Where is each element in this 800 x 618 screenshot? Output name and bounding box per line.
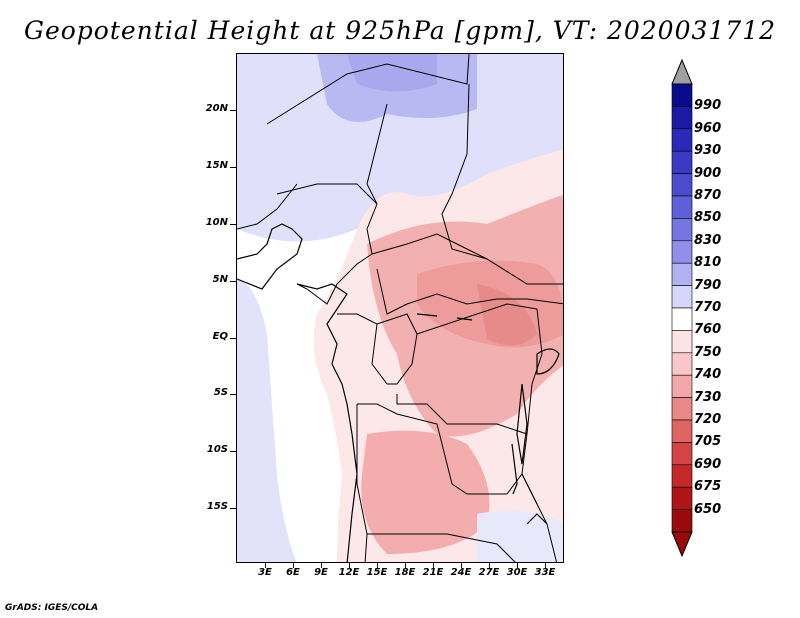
colorbar-swatch bbox=[671, 397, 693, 421]
field-southeast-low bbox=[477, 510, 563, 562]
map-panel bbox=[236, 53, 564, 563]
lat-tick bbox=[230, 281, 236, 282]
colorbar-level-label: 960 bbox=[694, 120, 722, 136]
colorbar-swatch bbox=[671, 195, 693, 219]
lon-label-24e: 24E bbox=[450, 567, 472, 578]
footer-credit: GrADS: IGES/COLA bbox=[5, 603, 99, 613]
lat-tick bbox=[230, 167, 236, 168]
colorbar bbox=[671, 58, 693, 558]
chart-title: Geopotential Height at 925hPa [gpm], VT:… bbox=[23, 16, 777, 45]
colorbar-bottom-arrow bbox=[671, 531, 693, 558]
country-borders bbox=[237, 54, 563, 562]
lon-label-9e: 9E bbox=[314, 567, 328, 578]
colorbar-swatch bbox=[671, 352, 693, 376]
colorbar-level-label: 720 bbox=[694, 412, 722, 427]
lat-tick bbox=[230, 394, 236, 395]
colorbar-swatch bbox=[671, 240, 693, 264]
colorbar-level-label: 740 bbox=[694, 367, 722, 383]
colorbar-swatch bbox=[671, 307, 693, 331]
colorbar-level-label: 850 bbox=[694, 210, 722, 226]
colorbar-swatch bbox=[671, 83, 693, 107]
lon-tick bbox=[377, 563, 378, 568]
lat-label-10n: 10N bbox=[205, 217, 228, 228]
lat-label-eq: EQ bbox=[212, 331, 228, 342]
lon-label-12e: 12E bbox=[338, 567, 360, 578]
colorbar-swatch bbox=[671, 173, 693, 197]
lon-label-3e: 3E bbox=[258, 567, 272, 578]
colorbar-level-label: 705 bbox=[694, 434, 722, 450]
lat-label-5n: 5N bbox=[212, 274, 228, 285]
colorbar-swatch bbox=[671, 106, 693, 130]
colorbar-swatch bbox=[671, 509, 693, 533]
colorbar-level-label: 730 bbox=[694, 389, 722, 405]
colorbar-swatch bbox=[671, 150, 693, 174]
lon-tick bbox=[321, 563, 322, 568]
colorbar-swatch bbox=[671, 419, 693, 443]
lon-label-18e: 18E bbox=[394, 567, 416, 578]
colorbar-swatch bbox=[671, 330, 693, 354]
colorbar-top-arrow bbox=[671, 58, 693, 85]
colorbar-level-label: 900 bbox=[694, 165, 722, 181]
lat-tick bbox=[230, 224, 236, 225]
colorbar-level-label: 690 bbox=[694, 456, 722, 472]
geopotential-field bbox=[237, 54, 563, 562]
colorbar-swatch bbox=[671, 374, 693, 398]
colorbar-level-label: 790 bbox=[694, 277, 722, 293]
lon-tick bbox=[293, 563, 294, 568]
colorbar-level-label: 930 bbox=[694, 143, 722, 159]
field-ocean-blue bbox=[237, 279, 297, 562]
lat-label-15n: 15N bbox=[205, 160, 228, 171]
lon-tick bbox=[349, 563, 350, 568]
lat-tick bbox=[230, 508, 236, 509]
lon-tick bbox=[405, 563, 406, 568]
colorbar-level-label: 675 bbox=[694, 479, 722, 495]
colorbar-level-label: 650 bbox=[694, 501, 722, 517]
colorbar-swatch bbox=[671, 218, 693, 242]
colorbar-segments bbox=[671, 83, 693, 533]
lon-label-27e: 27E bbox=[478, 567, 500, 578]
colorbar-swatch bbox=[671, 442, 693, 466]
colorbar-level-label: 830 bbox=[694, 232, 722, 248]
colorbar-level-label: 750 bbox=[694, 344, 722, 360]
lon-tick bbox=[489, 563, 490, 568]
lon-label-6e: 6E bbox=[286, 567, 300, 578]
great-lakes bbox=[416, 313, 560, 525]
lon-tick bbox=[545, 563, 546, 568]
colorbar-swatch bbox=[671, 285, 693, 309]
colorbar-swatch bbox=[671, 464, 693, 488]
lon-label-21e: 21E bbox=[422, 567, 444, 578]
lat-label-20n: 20N bbox=[205, 103, 228, 114]
field-north-center bbox=[347, 54, 437, 92]
colorbar-swatch bbox=[671, 486, 693, 510]
lon-tick bbox=[461, 563, 462, 568]
lat-label-10s: 10S bbox=[206, 444, 228, 455]
atlantic-coastline bbox=[237, 223, 358, 562]
lon-tick bbox=[433, 563, 434, 568]
colorbar-level-label: 760 bbox=[694, 322, 722, 338]
colorbar-level-label: 770 bbox=[694, 300, 722, 315]
lat-tick bbox=[230, 338, 236, 339]
lon-tick bbox=[517, 563, 518, 568]
lat-tick bbox=[230, 110, 236, 111]
lon-label-33e: 33E bbox=[534, 567, 556, 578]
colorbar-level-label: 990 bbox=[694, 98, 722, 114]
lat-label-5s: 5S bbox=[213, 387, 228, 398]
lat-tick bbox=[230, 451, 236, 452]
colorbar-swatch bbox=[671, 128, 693, 152]
field-north-low bbox=[237, 54, 563, 242]
lon-tick bbox=[265, 563, 266, 568]
colorbar-level-label: 870 bbox=[694, 188, 722, 203]
field-south-high bbox=[361, 430, 490, 554]
lon-label-30e: 30E bbox=[506, 567, 528, 578]
lon-label-15e: 15E bbox=[366, 567, 388, 578]
colorbar-level-label: 810 bbox=[694, 255, 722, 271]
colorbar-swatch bbox=[671, 262, 693, 286]
lat-label-15s: 15S bbox=[206, 501, 228, 512]
